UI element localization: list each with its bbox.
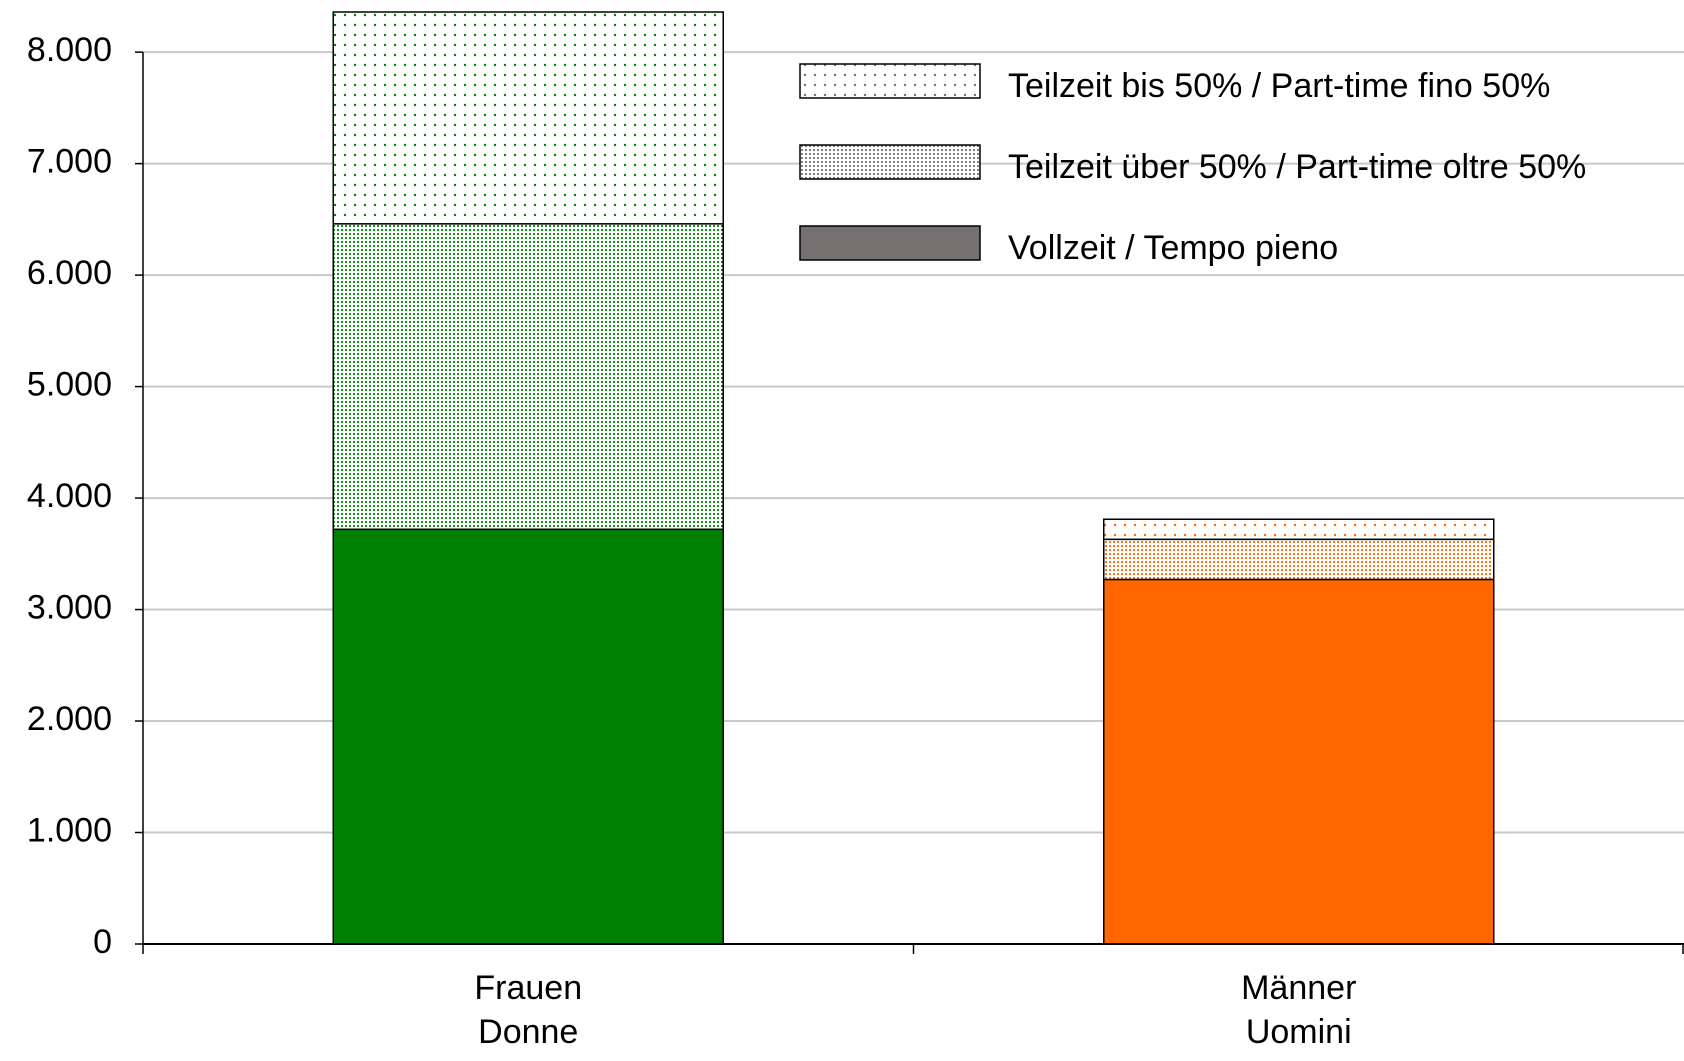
legend-label: Teilzeit über 50% / Part-time oltre 50%: [1008, 148, 1586, 186]
x-tick-label: Donne: [478, 1013, 578, 1051]
legend-label: Vollzeit / Tempo pieno: [1008, 229, 1338, 267]
y-tick-label: 1.000: [27, 812, 112, 850]
bar-segment: [1103, 538, 1495, 581]
x-tick-label: Männer: [1241, 969, 1356, 1007]
bar-segment: [332, 528, 724, 945]
y-tick-label: 5.000: [27, 366, 112, 404]
y-tick-label: 0: [93, 923, 112, 961]
y-tick-label: 2.000: [27, 700, 112, 738]
x-tick-label: Uomini: [1246, 1013, 1352, 1051]
y-tick-label: 8.000: [27, 31, 112, 69]
bar-segment: [1103, 578, 1495, 945]
bar-segment: [332, 11, 724, 225]
bar-segment: [332, 223, 724, 531]
y-tick-label: 6.000: [27, 254, 112, 292]
legend-swatch: [799, 63, 981, 99]
y-tick-label: 7.000: [27, 143, 112, 181]
x-tick-label: Frauen: [474, 969, 582, 1007]
y-tick-label: 4.000: [27, 477, 112, 515]
y-tick-label: 3.000: [27, 589, 112, 627]
legend-swatch: [799, 144, 981, 180]
legend-label: Teilzeit bis 50% / Part-time fino 50%: [1008, 67, 1550, 105]
legend-swatch: [799, 225, 981, 261]
bar-segment: [1103, 518, 1495, 541]
